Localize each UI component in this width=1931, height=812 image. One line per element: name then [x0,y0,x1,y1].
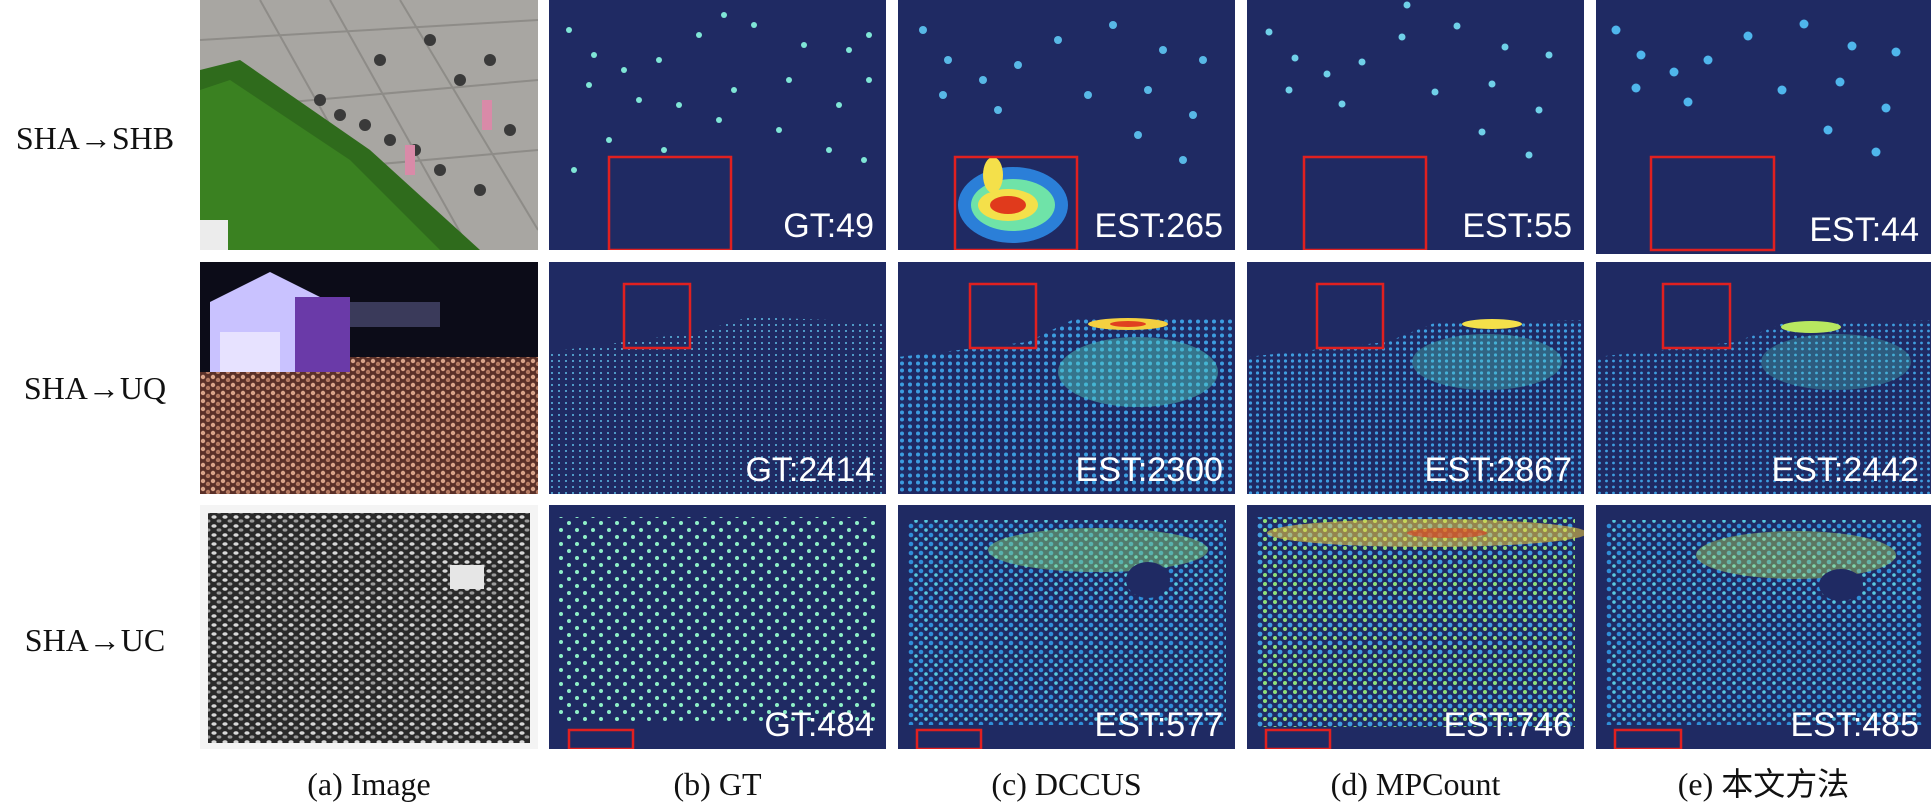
row-label-sha-shb: SHA→SHB [15,120,175,156]
dccus-count-row1: EST:265 [1094,207,1223,245]
caption-ours: (e) 本文方法 [1677,766,1850,802]
density-map-mpcount-row3: EST:746 [1247,505,1584,749]
caption-mpcount: (d) MPCount [1330,766,1501,802]
gt-count-row1: GT:49 [783,207,874,245]
photo-sha-uc [200,505,538,749]
density-map-ours-row1: EST:44 [1596,0,1931,254]
ours-count-row3: EST:485 [1790,706,1919,744]
dccus-count-row2: EST:2300 [1075,451,1223,489]
density-map-ours-row2: EST:2442 [1596,262,1931,494]
mpcount-count-row2: EST:2867 [1424,451,1572,489]
caption-dccus: (c) DCCUS [991,766,1142,802]
mpcount-count-row1: EST:55 [1462,207,1572,245]
density-map-gt-row2: GT:2414 [549,262,886,494]
photo-sha-uq [200,262,538,494]
caption-gt: (b) GT [673,766,762,802]
density-map-gt-row3: GT:484 [549,505,886,749]
density-map-gt-row1: GT:49 [549,0,886,250]
photo-sha-shb [200,0,538,250]
density-map-dccus-row1: EST:265 [898,0,1235,250]
dccus-count-row3: EST:577 [1094,706,1223,744]
density-map-mpcount-row1: EST:55 [1247,0,1584,250]
gt-count-row3: GT:484 [764,706,874,744]
density-map-dccus-row2: EST:2300 [898,262,1235,494]
row-label-sha-uq: SHA→UQ [23,370,167,406]
caption-image: (a) Image [307,766,431,802]
mpcount-count-row3: EST:746 [1443,706,1572,744]
ours-count-row1: EST:44 [1809,211,1919,249]
gt-count-row2: GT:2414 [745,451,874,489]
density-map-dccus-row3: EST:577 [898,505,1235,749]
density-map-mpcount-row2: EST:2867 [1247,262,1584,494]
ours-count-row2: EST:2442 [1771,451,1919,489]
row-label-sha-uc: SHA→UC [24,622,166,658]
density-map-ours-row3: EST:485 [1596,505,1931,749]
